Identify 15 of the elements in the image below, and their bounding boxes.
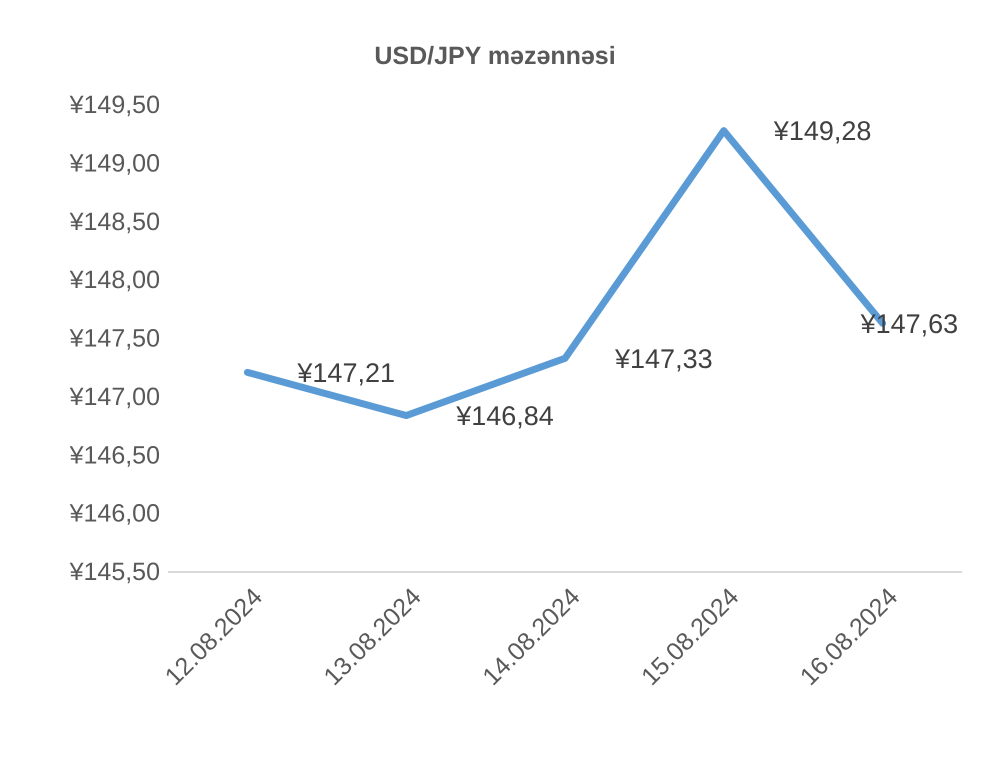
y-tick-label: ¥149,50 xyxy=(68,91,160,119)
data-label: ¥147,63 xyxy=(860,308,958,339)
y-tick-label: ¥149,00 xyxy=(68,149,160,178)
y-tick-label: ¥147,00 xyxy=(68,382,160,411)
y-tick-label: ¥148,00 xyxy=(68,266,160,294)
y-tick-label: ¥148,50 xyxy=(68,208,160,236)
y-tick-label: ¥147,50 xyxy=(68,324,160,352)
data-label: ¥149,28 xyxy=(772,116,872,146)
data-label: ¥147,33 xyxy=(614,344,713,374)
y-tick-label: ¥145,50 xyxy=(68,558,160,586)
y-tick-label: ¥146,00 xyxy=(68,500,160,528)
data-label: ¥147,21 xyxy=(296,358,396,388)
chart-title: USD/JPY məzənnəsi xyxy=(374,42,616,70)
data-label: ¥146,84 xyxy=(455,401,554,432)
y-tick-label: ¥146,50 xyxy=(68,441,160,470)
